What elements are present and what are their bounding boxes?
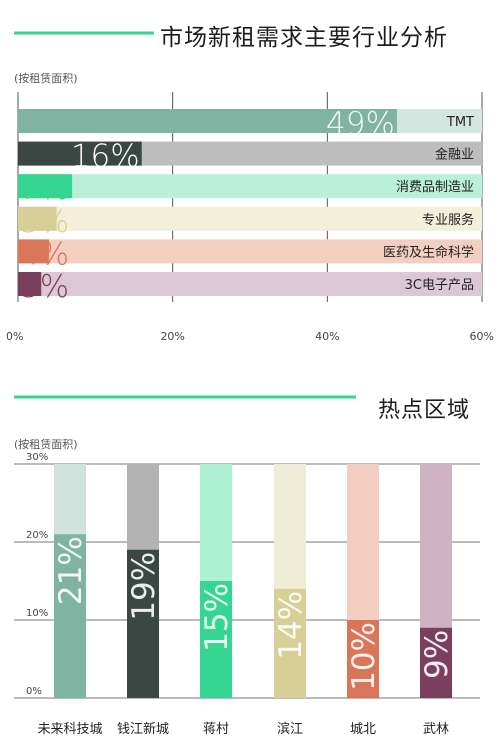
y-tick-label: 20% [26, 530, 48, 541]
category-label: 滨江 [277, 721, 303, 737]
x-tick-label: 0% [6, 330, 23, 343]
category-label: 金融业 [435, 147, 474, 163]
data-label: 21% [53, 536, 89, 605]
bar [18, 272, 42, 296]
data-label: 3% [20, 269, 69, 305]
data-label: 5% [20, 204, 69, 240]
data-label: 19% [126, 552, 162, 621]
category-label: 武林 [423, 722, 449, 737]
x-tick-label: 60% [470, 330, 494, 343]
chart-title-1: 市场新租需求主要行业分析 [160, 25, 448, 51]
category-label: 3C电子产品 [405, 278, 474, 293]
data-label: 49% [326, 106, 395, 142]
chart-unit-1: (按租赁面积) [14, 72, 78, 85]
data-label: 14% [273, 591, 309, 660]
data-label: 10% [346, 622, 382, 691]
bar [18, 174, 73, 199]
y-tick-label: 30% [26, 452, 48, 463]
bar [54, 534, 86, 698]
bar-track [18, 174, 482, 199]
bar [18, 141, 142, 166]
category-label: 蒋村 [203, 722, 229, 737]
data-label: 4% [20, 236, 69, 272]
chart-title-2: 热点区域 [378, 398, 471, 423]
bar [127, 549, 159, 698]
hot-area-bar-chart: 0% 10% 20% 30% 21% 未来科技城 19% 钱江新城 15% 蒋村 14% 滨江 10% 城… [14, 452, 480, 737]
x-tick-label: 40% [315, 330, 339, 343]
y-tick-label: 0% [26, 686, 42, 697]
bar [274, 588, 306, 698]
chart-unit-2: (按租赁面积) [14, 438, 78, 451]
bar [200, 581, 232, 698]
bar-track [18, 272, 482, 296]
data-label: 15% [199, 583, 235, 652]
title-accent-line-2 [14, 395, 356, 399]
category-label: 消费品制造业 [396, 180, 474, 195]
category-label: 专业服务 [422, 212, 474, 228]
bar [18, 206, 57, 231]
bar [347, 620, 379, 698]
bar [420, 627, 452, 698]
category-label: 未来科技城 [37, 722, 102, 737]
category-label: 钱江新城 [117, 721, 169, 737]
data-label: 16% [71, 139, 140, 175]
data-label: 7% [20, 171, 69, 207]
bar-track [18, 206, 482, 231]
bar [18, 239, 49, 264]
category-label: TMT [446, 115, 474, 130]
data-label: 9% [419, 630, 455, 679]
x-tick-label: 20% [160, 330, 184, 343]
title-accent-line-1 [14, 31, 154, 35]
category-label: 城北 [350, 722, 376, 737]
industry-bar-chart: 49% TMT 16% 金融业 7% 消费品制造业 5% 专业服务 4% 医药及生命科学 3% 3C电… [6, 92, 494, 343]
bar-track [18, 239, 482, 264]
y-tick-label: 10% [26, 608, 48, 619]
category-label: 医药及生命科学 [383, 244, 474, 260]
bar [18, 109, 397, 133]
